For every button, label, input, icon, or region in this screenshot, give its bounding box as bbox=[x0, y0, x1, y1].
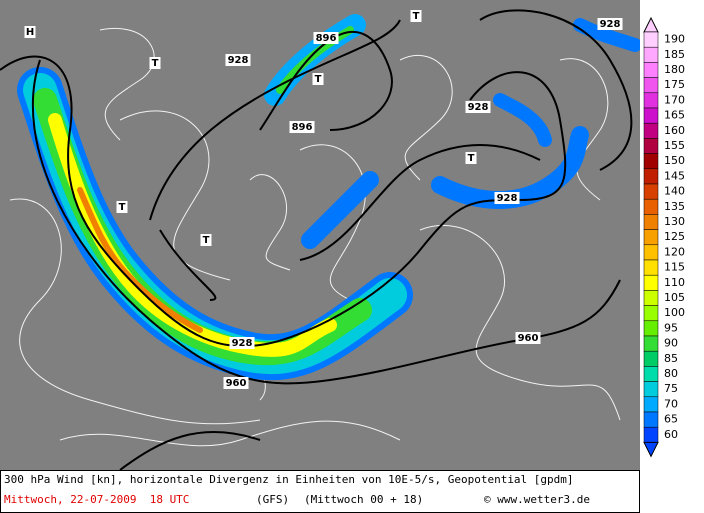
scale-arrow-bottom bbox=[643, 441, 659, 458]
scale-label: 165 bbox=[664, 109, 685, 122]
scale-swatch bbox=[643, 122, 659, 139]
label-background bbox=[289, 121, 315, 133]
scale-label: 115 bbox=[664, 261, 685, 274]
contour-label: 928 bbox=[468, 102, 489, 113]
contour-label: H bbox=[26, 27, 34, 38]
scale-label: 65 bbox=[664, 413, 678, 426]
contour-label: T bbox=[119, 202, 126, 213]
label-background bbox=[200, 234, 212, 246]
scale-label: 120 bbox=[664, 245, 685, 258]
scale-label: 130 bbox=[664, 215, 685, 228]
label-background bbox=[116, 201, 128, 213]
geopotential-contours bbox=[0, 9, 633, 470]
scale-swatch bbox=[643, 138, 659, 154]
label-background bbox=[149, 57, 161, 69]
scale-swatch bbox=[643, 274, 659, 291]
scale-swatch bbox=[643, 107, 659, 124]
scale-swatch bbox=[643, 46, 659, 63]
scale-swatch bbox=[643, 411, 659, 428]
scale-label: 190 bbox=[664, 33, 685, 46]
label-background bbox=[313, 32, 339, 44]
contour-label: T bbox=[413, 11, 420, 22]
scale-label: 160 bbox=[664, 124, 685, 137]
contour-label: 896 bbox=[292, 122, 313, 133]
scale-label: 175 bbox=[664, 78, 685, 91]
scale-swatch bbox=[643, 366, 659, 382]
label-background bbox=[465, 101, 491, 113]
label-background bbox=[225, 54, 251, 66]
scale-swatch bbox=[643, 396, 659, 413]
footer-box bbox=[0, 470, 640, 513]
scale-swatch bbox=[643, 62, 659, 78]
label-background bbox=[494, 192, 520, 204]
scale-label: 100 bbox=[664, 306, 685, 319]
label-background bbox=[515, 332, 541, 344]
scale-label: 185 bbox=[664, 48, 685, 61]
scale-swatch bbox=[643, 305, 659, 322]
scale-label: 90 bbox=[664, 337, 678, 350]
contour-label: 928 bbox=[600, 19, 621, 30]
label-background bbox=[410, 10, 422, 22]
label-background bbox=[312, 73, 324, 85]
scale-label: 140 bbox=[664, 185, 685, 198]
label-background bbox=[229, 337, 255, 349]
label-background bbox=[223, 377, 249, 389]
contour-label: 928 bbox=[497, 193, 518, 204]
scale-label: 60 bbox=[664, 428, 678, 441]
scale-label: 170 bbox=[664, 93, 685, 106]
contour-label: 928 bbox=[232, 338, 253, 349]
date: Mittwoch, 22-07-2009 18 UTC bbox=[4, 493, 190, 506]
scale-label: 105 bbox=[664, 291, 685, 304]
scale-label: 180 bbox=[664, 63, 685, 76]
scale-swatch bbox=[643, 31, 659, 48]
scale-swatch bbox=[643, 183, 659, 200]
scale-label: 70 bbox=[664, 397, 678, 410]
scale-label: 150 bbox=[664, 154, 685, 167]
contour-label: 960 bbox=[226, 378, 247, 389]
scale-label: 75 bbox=[664, 382, 678, 395]
label-background bbox=[24, 26, 36, 38]
contour-label: 928 bbox=[228, 55, 249, 66]
label-background bbox=[465, 152, 477, 164]
scale-swatch bbox=[643, 77, 659, 94]
scale-label: 85 bbox=[664, 352, 678, 365]
description: 300 hPa Wind [kn], horizontale Divergenz… bbox=[4, 473, 574, 486]
scale-label: 110 bbox=[664, 276, 685, 289]
scale-label: 95 bbox=[664, 321, 678, 334]
contour-label: T bbox=[152, 58, 159, 69]
model: (GFS) bbox=[256, 493, 290, 506]
scale-swatch bbox=[643, 335, 659, 352]
scale-arrow-top bbox=[643, 16, 659, 33]
map: 928 928 928 928 928 896 896 960 960 T T T T T T H bbox=[0, 0, 640, 470]
contour-label: T bbox=[468, 153, 475, 164]
scale-swatch bbox=[643, 229, 659, 246]
contour-label: 960 bbox=[518, 333, 539, 344]
scale-swatch bbox=[643, 259, 659, 276]
label-background bbox=[597, 18, 623, 30]
contour-labels: 928 928 928 928 928 896 896 960 960 T T T T T T H bbox=[24, 10, 623, 389]
scale-label: 125 bbox=[664, 230, 685, 243]
scale-swatch bbox=[643, 290, 659, 306]
scale-swatch bbox=[643, 92, 659, 109]
run: (Mittwoch 00 + 18) bbox=[304, 493, 424, 506]
contour-label: 896 bbox=[316, 33, 337, 44]
color-scale: 190 185 180 175 170 165 160 155 150 145 140 135 130 1… bbox=[643, 16, 685, 458]
scale-swatch bbox=[643, 426, 659, 443]
scale-label: 80 bbox=[664, 367, 678, 380]
scale-swatch bbox=[643, 198, 659, 215]
scale-swatch bbox=[643, 214, 659, 230]
scale-swatch bbox=[643, 350, 659, 367]
scale-label: 145 bbox=[664, 169, 685, 182]
scale-label: 155 bbox=[664, 139, 685, 152]
copyright: © www.wetter3.de bbox=[484, 493, 590, 506]
scale-swatch bbox=[643, 153, 659, 170]
contour-label: T bbox=[315, 74, 322, 85]
scale-swatch bbox=[643, 244, 659, 261]
scale-label: 135 bbox=[664, 200, 685, 213]
scale-swatch bbox=[643, 381, 659, 398]
contour-label: T bbox=[203, 235, 210, 246]
scale-swatch bbox=[643, 168, 659, 185]
scale-swatch bbox=[643, 320, 659, 337]
